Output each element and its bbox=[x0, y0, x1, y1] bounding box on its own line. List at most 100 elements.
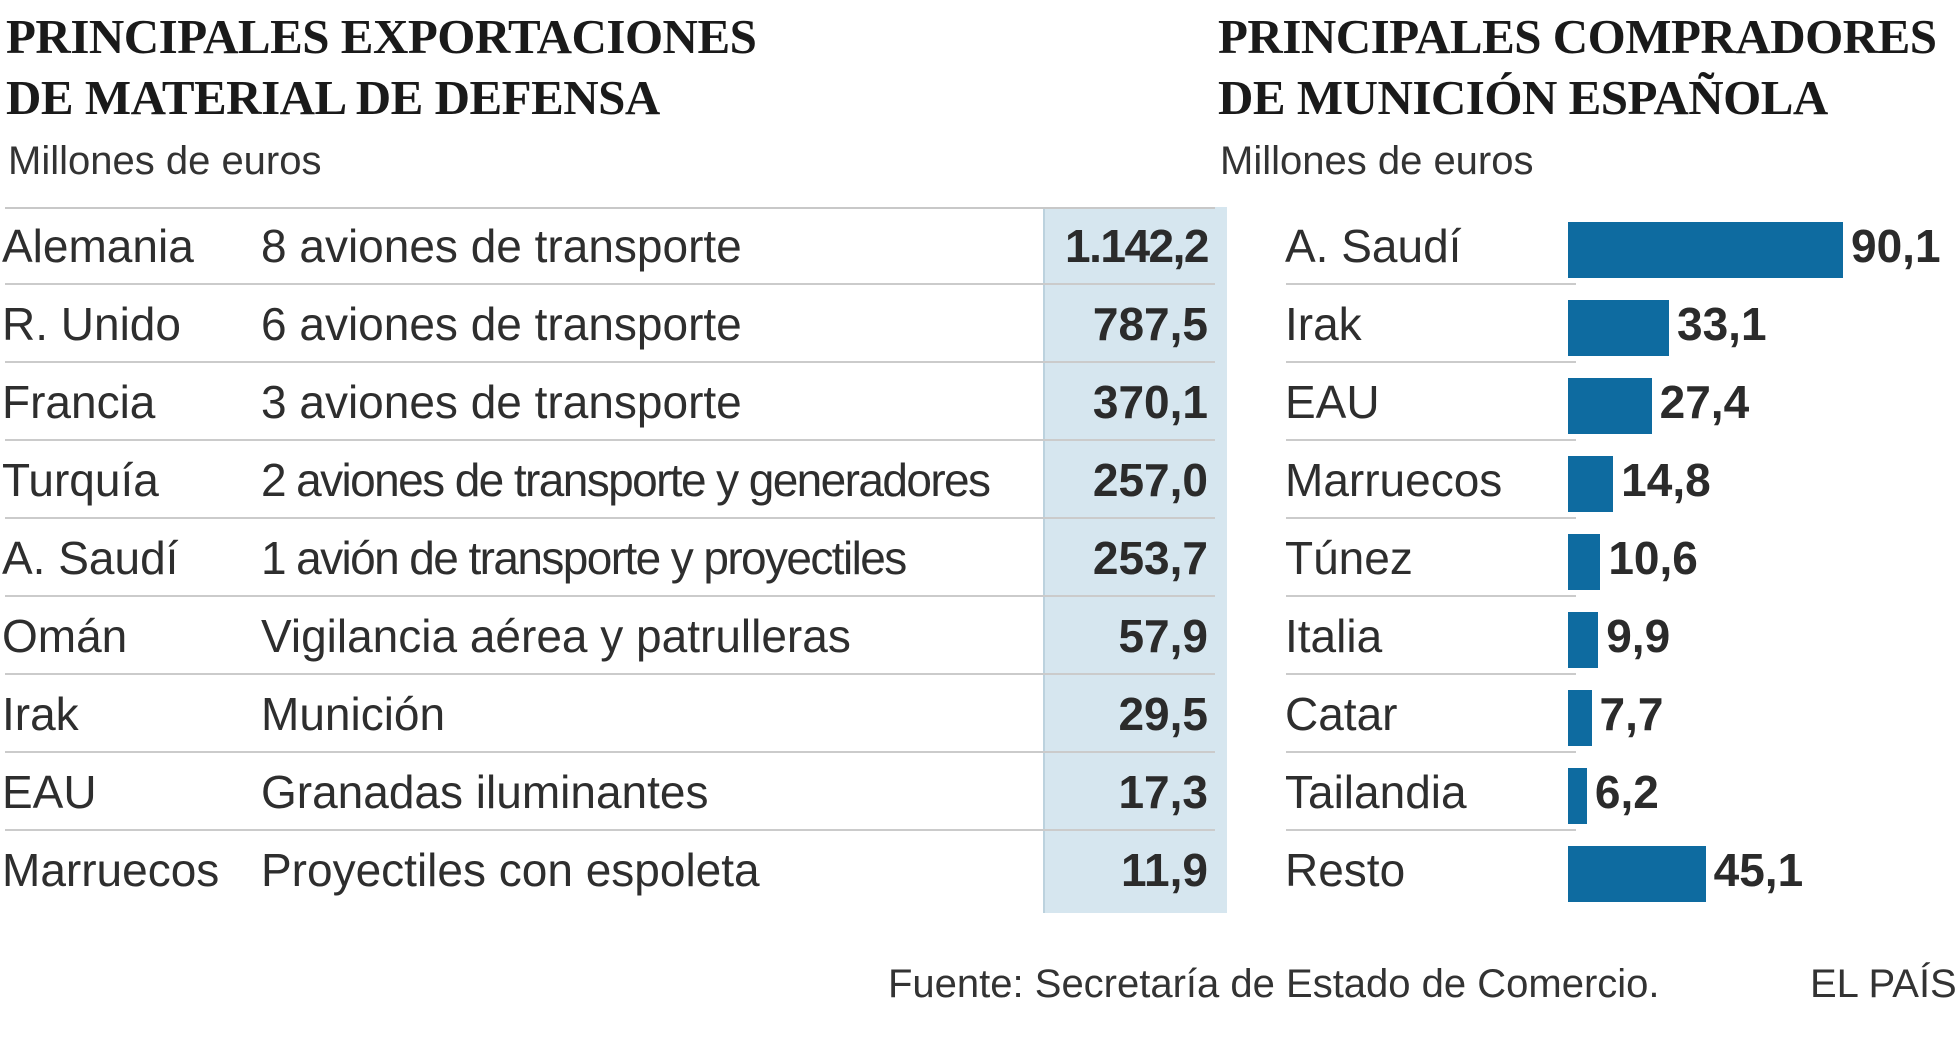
country-cell: Francia bbox=[2, 376, 156, 428]
ammo-title: PRINCIPALES COMPRADORES DE MUNICIÓN ESPA… bbox=[1218, 6, 1960, 128]
value-column-highlight bbox=[1043, 207, 1227, 913]
description-cell: 6 aviones de transporte bbox=[261, 298, 742, 350]
description-cell: 1 avión de transporte y proyectiles bbox=[261, 532, 907, 584]
bar-value-label: 45,1 bbox=[1713, 844, 1804, 896]
table-row: Omán Vigilancia aérea y patrulleras 57,9 bbox=[0, 597, 1225, 675]
bar-category-label: Resto bbox=[1285, 844, 1406, 896]
exports-title-line-1: PRINCIPALES EXPORTACIONES bbox=[6, 9, 757, 64]
country-cell: EAU bbox=[2, 766, 97, 818]
bar bbox=[1568, 846, 1706, 902]
bar-row: Marruecos 14,8 bbox=[1212, 441, 1960, 519]
bar bbox=[1568, 456, 1614, 512]
brand-credit: EL PAÍS bbox=[1810, 962, 1957, 1006]
row-divider bbox=[5, 673, 1215, 675]
value-cell: 370,1 bbox=[1092, 376, 1208, 428]
bar bbox=[1568, 612, 1599, 668]
value-cell: 253,7 bbox=[1092, 532, 1208, 584]
row-divider bbox=[1286, 829, 1576, 831]
row-divider bbox=[5, 439, 1215, 441]
table-row: Francia 3 aviones de transporte 370,1 bbox=[0, 363, 1225, 441]
row-divider bbox=[1286, 361, 1576, 363]
table-row: R. Unido 6 aviones de transporte 787,5 bbox=[0, 285, 1225, 363]
bar-row: EAU 27,4 bbox=[1212, 363, 1960, 441]
table-row: Marruecos Proyectiles con espoleta 11,9 bbox=[0, 831, 1225, 909]
bar-row: Irak 33,1 bbox=[1212, 285, 1960, 363]
table-row: Irak Munición 29,5 bbox=[0, 675, 1225, 753]
table-row: Turquía 2 aviones de transporte y generad… bbox=[0, 441, 1225, 519]
value-cell: 57,9 bbox=[1118, 610, 1208, 662]
country-cell: A. Saudí bbox=[2, 532, 179, 584]
source-note: Fuente: Secretaría de Estado de Comercio… bbox=[888, 962, 1660, 1006]
value-cell: 29,5 bbox=[1118, 688, 1208, 740]
ammo-title-line-1: PRINCIPALES COMPRADORES bbox=[1218, 9, 1937, 64]
description-cell: 3 aviones de transporte bbox=[261, 376, 742, 428]
table-top-rule bbox=[5, 207, 1215, 209]
bar-category-label: Catar bbox=[1285, 688, 1398, 740]
bar-row: Catar 7,7 bbox=[1212, 675, 1960, 753]
row-divider bbox=[1286, 283, 1576, 285]
bar-row: Tailandia 6,2 bbox=[1212, 753, 1960, 831]
bar-category-label: Marruecos bbox=[1285, 454, 1503, 506]
bar-value-label: 14,8 bbox=[1621, 454, 1711, 506]
row-divider bbox=[1286, 517, 1576, 519]
value-cell: 1.142,2 bbox=[1065, 220, 1209, 272]
country-cell: Alemania bbox=[2, 220, 194, 272]
country-cell: R. Unido bbox=[2, 298, 181, 350]
description-cell: Granadas iluminantes bbox=[261, 766, 709, 818]
table-row: EAU Granadas iluminantes 17,3 bbox=[0, 753, 1225, 831]
bar bbox=[1568, 768, 1587, 824]
bar bbox=[1568, 300, 1670, 356]
country-cell: Marruecos bbox=[2, 844, 220, 896]
value-cell: 11,9 bbox=[1121, 844, 1208, 896]
bar-row: Resto 45,1 bbox=[1212, 831, 1960, 909]
bar-value-label: 27,4 bbox=[1659, 376, 1750, 428]
row-divider bbox=[5, 751, 1215, 753]
bar-category-label: Túnez bbox=[1285, 532, 1413, 584]
value-cell: 787,5 bbox=[1092, 298, 1208, 350]
description-cell: 2 aviones de transporte y generadores bbox=[261, 454, 991, 506]
description-cell: 8 aviones de transporte bbox=[261, 220, 742, 272]
bar-category-label: A. Saudí bbox=[1285, 220, 1462, 272]
bar-category-label: Italia bbox=[1285, 610, 1383, 662]
exports-title-line-2: DE MATERIAL DE DEFENSA bbox=[6, 70, 660, 125]
bar-row: Túnez 10,6 bbox=[1212, 519, 1960, 597]
bar-value-label: 33,1 bbox=[1677, 298, 1767, 350]
row-divider bbox=[1286, 439, 1576, 441]
bar-value-label: 9,9 bbox=[1606, 610, 1671, 662]
row-divider bbox=[5, 829, 1215, 831]
bar-category-label: EAU bbox=[1285, 376, 1380, 428]
value-cell: 17,3 bbox=[1118, 766, 1208, 818]
bar bbox=[1568, 222, 1843, 278]
ammo-buyers-panel: PRINCIPALES COMPRADORES DE MUNICIÓN ESPA… bbox=[1212, 0, 1960, 902]
bar-row: A. Saudí 90,1 bbox=[1212, 207, 1960, 285]
bar-value-label: 90,1 bbox=[1851, 220, 1941, 272]
bar bbox=[1568, 534, 1601, 590]
bar-value-label: 7,7 bbox=[1599, 688, 1664, 740]
country-cell: Turquía bbox=[2, 454, 159, 506]
country-cell: Omán bbox=[2, 610, 128, 662]
exports-title: PRINCIPALES EXPORTACIONES DE MATERIAL DE… bbox=[6, 6, 1225, 128]
exports-panel: PRINCIPALES EXPORTACIONES DE MATERIAL DE… bbox=[0, 0, 1227, 913]
bar-row: Italia 9,9 bbox=[1212, 597, 1960, 675]
ammo-title-line-2: DE MUNICIÓN ESPAÑOLA bbox=[1218, 70, 1828, 125]
row-divider bbox=[5, 283, 1215, 285]
table-row: Alemania 8 aviones de transporte 1.142,2 bbox=[0, 207, 1225, 285]
description-cell: Munición bbox=[261, 688, 446, 740]
exports-units: Millones de euros bbox=[8, 139, 322, 183]
bar bbox=[1568, 690, 1592, 746]
country-cell: Irak bbox=[2, 688, 79, 740]
row-divider bbox=[1286, 595, 1576, 597]
bar-category-label: Tailandia bbox=[1285, 766, 1467, 818]
row-divider bbox=[5, 595, 1215, 597]
row-divider bbox=[1286, 673, 1576, 675]
row-divider bbox=[5, 361, 1215, 363]
description-cell: Vigilancia aérea y patrulleras bbox=[261, 610, 851, 662]
table-row: A. Saudí 1 avión de transporte y proyecti… bbox=[0, 519, 1225, 597]
bar-value-label: 6,2 bbox=[1594, 766, 1659, 818]
value-cell: 257,0 bbox=[1092, 454, 1208, 506]
row-divider bbox=[1286, 751, 1576, 753]
bar-value-label: 10,6 bbox=[1608, 532, 1698, 584]
ammo-units: Millones de euros bbox=[1220, 139, 1534, 183]
row-divider bbox=[5, 517, 1215, 519]
bar bbox=[1568, 378, 1652, 434]
